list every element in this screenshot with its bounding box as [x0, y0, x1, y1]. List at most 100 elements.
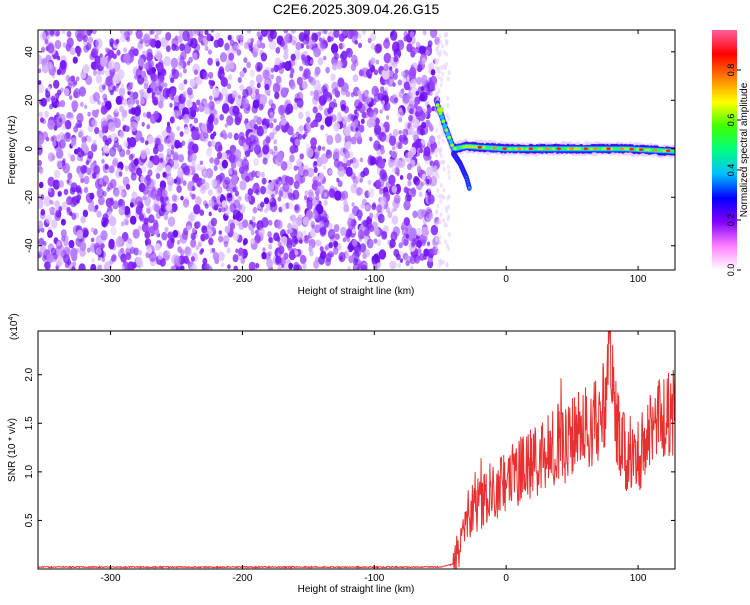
noise-speckle: [355, 127, 359, 132]
noise-speckle: [357, 33, 362, 39]
noise-speckle: [56, 101, 62, 108]
noise-speckle: [38, 68, 42, 74]
noise-speckle: [306, 201, 313, 210]
noise-speckle: [77, 147, 81, 153]
snr-x-label: Height of straight line (km): [298, 584, 415, 595]
noise-speckle: [243, 57, 248, 63]
noise-speckle: [426, 241, 431, 247]
noise-speckle: [97, 256, 101, 261]
noise-speckle: [90, 263, 97, 270]
noise-speckle: [307, 167, 315, 178]
noise-speckle: [170, 234, 175, 242]
noise-speckle: [369, 212, 374, 219]
noise-speckle: [252, 206, 258, 214]
noise-speckle: [407, 163, 412, 171]
noise-speckle: [396, 171, 400, 177]
noise-speckle: [39, 245, 47, 256]
noise-speckle: [189, 211, 196, 222]
noise-speckle: [93, 91, 100, 102]
noise-speckle: [228, 52, 235, 61]
noise-speckle: [56, 240, 61, 247]
noise-speckle: [168, 93, 173, 100]
noise-speckle: [157, 251, 164, 260]
noise-speckle: [232, 214, 237, 220]
noise-speckle: [447, 194, 451, 200]
noise-speckle: [212, 87, 220, 98]
noise-speckle: [427, 40, 433, 47]
noise-speckle: [371, 98, 377, 106]
noise-speckle: [345, 166, 353, 177]
noise-speckle: [111, 116, 116, 122]
noise-speckle: [62, 162, 70, 174]
noise-speckle: [157, 163, 163, 172]
noise-speckle: [283, 35, 290, 44]
noise-speckle: [61, 201, 68, 211]
noise-speckle: [67, 152, 72, 158]
noise-speckle: [404, 255, 411, 263]
noise-speckle: [318, 172, 325, 181]
noise-speckle: [430, 224, 439, 236]
noise-speckle: [416, 240, 423, 249]
signal-core: [435, 103, 440, 107]
noise-speckle: [141, 121, 145, 127]
noise-speckle: [71, 212, 77, 220]
noise-speckle: [79, 241, 87, 252]
noise-speckle: [436, 42, 440, 48]
noise-speckle: [249, 219, 253, 225]
noise-speckle: [112, 53, 117, 60]
noise-speckle: [143, 33, 151, 44]
noise-speckle: [314, 66, 321, 76]
noise-speckle: [258, 103, 264, 111]
noise-speckle: [199, 209, 204, 216]
noise-speckle: [211, 227, 216, 232]
noise-speckle: [298, 111, 304, 120]
noise-speckle: [378, 159, 386, 170]
noise-speckle: [354, 131, 362, 142]
noise-speckle: [374, 143, 379, 149]
noise-speckle: [379, 131, 387, 142]
signal-peak: [629, 147, 634, 151]
noise-speckle: [397, 79, 403, 86]
noise-speckle: [445, 261, 449, 267]
noise-speckle: [135, 256, 143, 267]
noise-speckle: [98, 197, 104, 206]
noise-speckle: [256, 149, 263, 158]
noise-speckle: [333, 240, 339, 248]
noise-speckle: [428, 212, 434, 220]
noise-speckle: [270, 74, 274, 80]
noise-speckle: [118, 199, 123, 206]
noise-speckle: [192, 109, 197, 115]
noise-speckle: [301, 236, 305, 241]
noise-speckle: [417, 209, 425, 220]
noise-speckle: [299, 254, 307, 265]
noise-speckle: [76, 46, 82, 55]
noise-speckle: [137, 57, 145, 67]
noise-speckle: [384, 80, 388, 85]
noise-speckle: [261, 177, 267, 185]
figure-title: C2E6.2025.309.04.26.G15: [273, 1, 440, 17]
noise-speckle: [162, 171, 167, 178]
noise-speckle: [415, 227, 422, 237]
noise-speckle: [303, 195, 308, 201]
noise-speckle: [259, 94, 268, 105]
noise-speckle: [287, 176, 294, 186]
noise-speckle: [172, 151, 179, 161]
colorbar-tick-label: 0.8: [726, 64, 736, 77]
noise-speckle: [436, 58, 440, 64]
noise-speckle: [403, 81, 410, 91]
noise-speckle: [128, 162, 136, 173]
noise-speckle: [93, 110, 99, 118]
signal-core: [580, 147, 585, 151]
noise-speckle: [419, 253, 425, 261]
noise-speckle: [369, 136, 373, 142]
noise-speckle: [54, 211, 61, 221]
noise-speckle: [351, 202, 355, 207]
noise-speckle: [39, 31, 47, 41]
noise-speckle: [323, 30, 328, 35]
noise-speckle: [409, 78, 417, 89]
noise-speckle: [128, 154, 134, 161]
noise-speckle: [322, 165, 327, 170]
signal-core: [467, 144, 472, 149]
noise-speckle: [189, 78, 196, 88]
noise-speckle: [237, 195, 242, 202]
